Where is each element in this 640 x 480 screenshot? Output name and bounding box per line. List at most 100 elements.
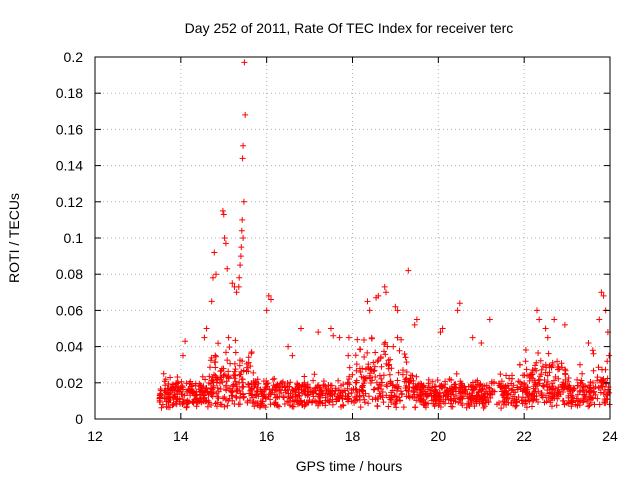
cloud-point bbox=[574, 391, 581, 398]
tick-labels: 0 0.02 0.04 0.06 0.08 0.1 0.12 0.14 0.16 0.18 0.2 1… bbox=[56, 49, 618, 444]
cloud-point bbox=[200, 391, 207, 398]
cloud-point bbox=[555, 389, 562, 396]
cloud-point bbox=[479, 386, 486, 393]
cloud-point bbox=[514, 384, 521, 391]
cloud-point bbox=[370, 386, 377, 393]
cloud-point bbox=[375, 357, 382, 363]
cloud-point bbox=[366, 372, 373, 379]
cloud-point bbox=[498, 405, 505, 412]
cloud-point bbox=[453, 370, 460, 377]
cloud-point bbox=[176, 395, 183, 402]
cloud-point bbox=[539, 363, 546, 370]
cloud-point bbox=[247, 363, 254, 370]
data-point bbox=[211, 249, 218, 256]
cloud-point bbox=[437, 404, 444, 410]
cloud-point bbox=[337, 390, 344, 396]
cloud-point bbox=[380, 399, 387, 406]
cloud-point bbox=[542, 369, 549, 376]
cloud-point bbox=[280, 394, 287, 400]
cloud-point bbox=[395, 369, 402, 376]
cloud-point bbox=[239, 376, 246, 383]
data-cloud bbox=[156, 334, 613, 412]
cloud-point bbox=[287, 393, 294, 399]
cloud-point bbox=[262, 404, 269, 411]
cloud-point bbox=[574, 382, 581, 389]
cloud-point bbox=[585, 403, 592, 410]
cloud-point bbox=[212, 352, 219, 359]
cloud-point bbox=[533, 367, 540, 374]
cloud-point bbox=[180, 400, 187, 407]
data-point bbox=[454, 307, 461, 314]
data-point bbox=[203, 325, 210, 332]
cloud-point bbox=[574, 376, 581, 383]
cloud-point bbox=[349, 371, 356, 378]
cloud-point bbox=[459, 389, 465, 396]
cloud-point bbox=[329, 396, 336, 403]
data-point bbox=[534, 307, 540, 314]
data-point bbox=[572, 401, 579, 408]
cloud-point bbox=[393, 404, 400, 411]
cloud-point bbox=[575, 398, 581, 405]
cloud-point bbox=[168, 385, 175, 392]
cloud-point bbox=[352, 352, 359, 359]
cloud-point bbox=[230, 381, 237, 388]
cloud-point bbox=[236, 379, 243, 386]
cloud-point bbox=[361, 378, 368, 384]
cloud-point bbox=[537, 373, 543, 380]
cloud-point bbox=[309, 398, 316, 405]
cloud-point bbox=[372, 396, 379, 403]
cloud-point bbox=[515, 378, 522, 385]
data-point bbox=[585, 340, 592, 346]
cloud-point bbox=[215, 340, 222, 347]
cloud-point bbox=[271, 401, 278, 408]
cloud-point bbox=[174, 374, 181, 380]
data-point bbox=[162, 376, 169, 383]
cloud-point bbox=[523, 404, 530, 411]
cloud-point bbox=[449, 385, 456, 392]
cloud-point bbox=[218, 401, 225, 408]
cloud-point bbox=[431, 403, 438, 409]
cloud-point bbox=[604, 358, 611, 365]
cloud-point bbox=[357, 404, 364, 411]
cloud-point bbox=[444, 387, 451, 393]
cloud-point bbox=[367, 380, 374, 386]
cloud-point bbox=[453, 384, 460, 391]
cloud-point bbox=[183, 380, 190, 387]
cloud-point bbox=[378, 354, 384, 360]
x-tick-label: 20 bbox=[431, 428, 447, 444]
cloud-point bbox=[329, 401, 336, 408]
data-point bbox=[469, 334, 476, 341]
data-point bbox=[478, 340, 485, 346]
cloud-point bbox=[179, 383, 186, 389]
cloud-point bbox=[202, 387, 209, 394]
cloud-point bbox=[202, 376, 209, 383]
data-point bbox=[394, 307, 401, 314]
cloud-point bbox=[356, 365, 363, 372]
x-tick-label: 22 bbox=[516, 428, 532, 444]
cloud-point bbox=[467, 395, 474, 402]
cloud-point bbox=[205, 391, 212, 398]
cloud-point bbox=[370, 368, 377, 375]
data-point bbox=[289, 352, 296, 359]
cloud-point bbox=[223, 382, 230, 389]
cloud-point bbox=[571, 386, 578, 392]
cloud-point bbox=[354, 389, 361, 396]
cloud-point bbox=[190, 400, 197, 407]
y-tick-label: 0.1 bbox=[64, 230, 84, 246]
cloud-point bbox=[385, 357, 392, 364]
cloud-point bbox=[232, 349, 239, 356]
cloud-point bbox=[402, 354, 409, 361]
cloud-point bbox=[352, 386, 359, 392]
data-point bbox=[345, 352, 352, 359]
cloud-point bbox=[394, 377, 401, 384]
cloud-point bbox=[413, 373, 420, 380]
data-point bbox=[392, 303, 399, 310]
cloud-point bbox=[304, 384, 310, 391]
cloud-point bbox=[458, 400, 465, 407]
cloud-point bbox=[495, 380, 502, 387]
cloud-point bbox=[403, 382, 410, 389]
data-point bbox=[220, 211, 227, 218]
cloud-point bbox=[385, 403, 392, 410]
cloud-point bbox=[552, 373, 559, 380]
cloud-point bbox=[167, 374, 174, 381]
